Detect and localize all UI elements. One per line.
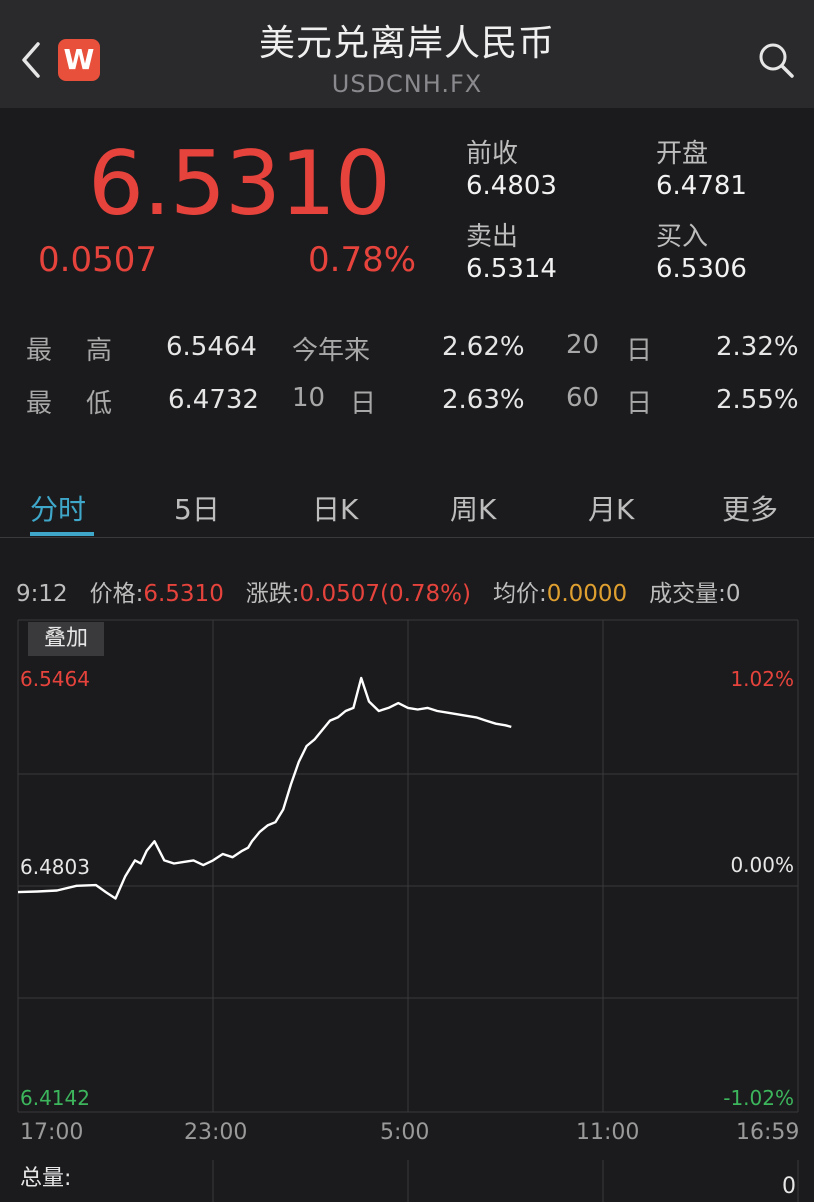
y-right-tick-high: 1.02%	[730, 667, 794, 691]
y-right-tick-low: -1.02%	[723, 1086, 794, 1110]
top-bar: W 美元兑离岸人民币 USDCNH.FX	[0, 0, 814, 108]
chart-period-tabs: 分时 5日 日K 周K 月K 更多	[0, 476, 814, 538]
x-tick-5: 16:59	[736, 1120, 800, 1145]
open-label: 开盘	[656, 139, 709, 169]
total-volume-value: 0	[782, 1174, 796, 1199]
info-change-label: 涨跌:	[245, 581, 300, 607]
price-series-line	[17, 676, 512, 900]
chart-grid	[17, 619, 799, 1113]
d60-unit: 日	[626, 389, 653, 419]
prev-close-label: 前收	[466, 139, 519, 169]
buy-label: 买入	[656, 222, 709, 252]
high-value: 6.5464	[166, 332, 257, 362]
info-volume: 0	[725, 581, 741, 607]
intraday-chart[interactable]	[0, 610, 814, 1202]
app-logo-icon[interactable]: W	[58, 39, 100, 81]
x-tick-2: 23:00	[184, 1120, 248, 1145]
info-price-label: 价格:	[89, 581, 144, 607]
low-label-2: 低	[86, 389, 113, 419]
d10-unit: 日	[350, 389, 377, 419]
d20-num: 20	[566, 330, 600, 360]
tab-daily-k[interactable]: 日K	[312, 493, 359, 526]
d10-value: 2.63%	[442, 385, 525, 415]
y-left-tick-mid: 6.4803	[20, 855, 90, 879]
total-volume-label: 总量:	[20, 1166, 72, 1191]
x-tick-3: 5:00	[380, 1120, 430, 1145]
active-tab-indicator	[30, 532, 94, 536]
y-left-tick-low: 6.4142	[20, 1086, 90, 1110]
buy-value: 6.5306	[656, 254, 747, 284]
prev-close-value: 6.4803	[466, 171, 557, 201]
info-avg-label: 均价:	[492, 581, 547, 607]
d10-num: 10	[292, 383, 326, 413]
low-label-1: 最	[26, 389, 53, 419]
tab-more[interactable]: 更多	[722, 493, 779, 526]
open-value: 6.4781	[656, 171, 747, 201]
info-price: 6.5310	[143, 581, 224, 607]
high-label-1: 最	[26, 336, 53, 366]
search-icon[interactable]	[756, 40, 796, 80]
d60-value: 2.55%	[716, 385, 799, 415]
ytd-label: 今年来	[292, 336, 371, 366]
info-volume-label: 成交量:	[649, 581, 726, 607]
current-price: 6.5310	[88, 132, 391, 235]
volume-grid	[212, 1160, 799, 1202]
tab-intraday[interactable]: 分时	[30, 493, 87, 526]
d20-value: 2.32%	[716, 332, 799, 362]
info-change: 0.0507(0.78%)	[299, 581, 472, 607]
info-time: 9:12	[16, 581, 68, 607]
page-title: 美元兑离岸人民币	[258, 23, 555, 64]
y-left-tick-high: 6.5464	[20, 667, 90, 691]
x-tick-4: 11:00	[576, 1120, 640, 1145]
d60-num: 60	[566, 383, 600, 413]
overlay-button[interactable]: 叠加	[28, 622, 104, 656]
ytd-value: 2.62%	[442, 332, 525, 362]
x-tick-1: 17:00	[20, 1120, 84, 1145]
sell-value: 6.5314	[466, 254, 557, 284]
price-change-percent: 0.78%	[308, 240, 417, 280]
d20-unit: 日	[626, 336, 653, 366]
price-change: 0.0507	[38, 240, 157, 280]
sell-label: 卖出	[466, 222, 519, 252]
low-value: 6.4732	[168, 385, 259, 415]
tab-weekly-k[interactable]: 周K	[450, 493, 497, 526]
crosshair-info-bar: 9:12 价格:6.5310 涨跌:0.0507(0.78%) 均价:0.000…	[16, 574, 741, 608]
tab-5day[interactable]: 5日	[174, 493, 220, 526]
back-arrow-icon[interactable]	[16, 38, 46, 82]
y-right-tick-mid: 0.00%	[730, 853, 794, 877]
tab-monthly-k[interactable]: 月K	[588, 493, 635, 526]
info-avg: 0.0000	[546, 581, 628, 607]
high-label-2: 高	[86, 336, 113, 366]
symbol-code: USDCNH.FX	[331, 70, 483, 98]
